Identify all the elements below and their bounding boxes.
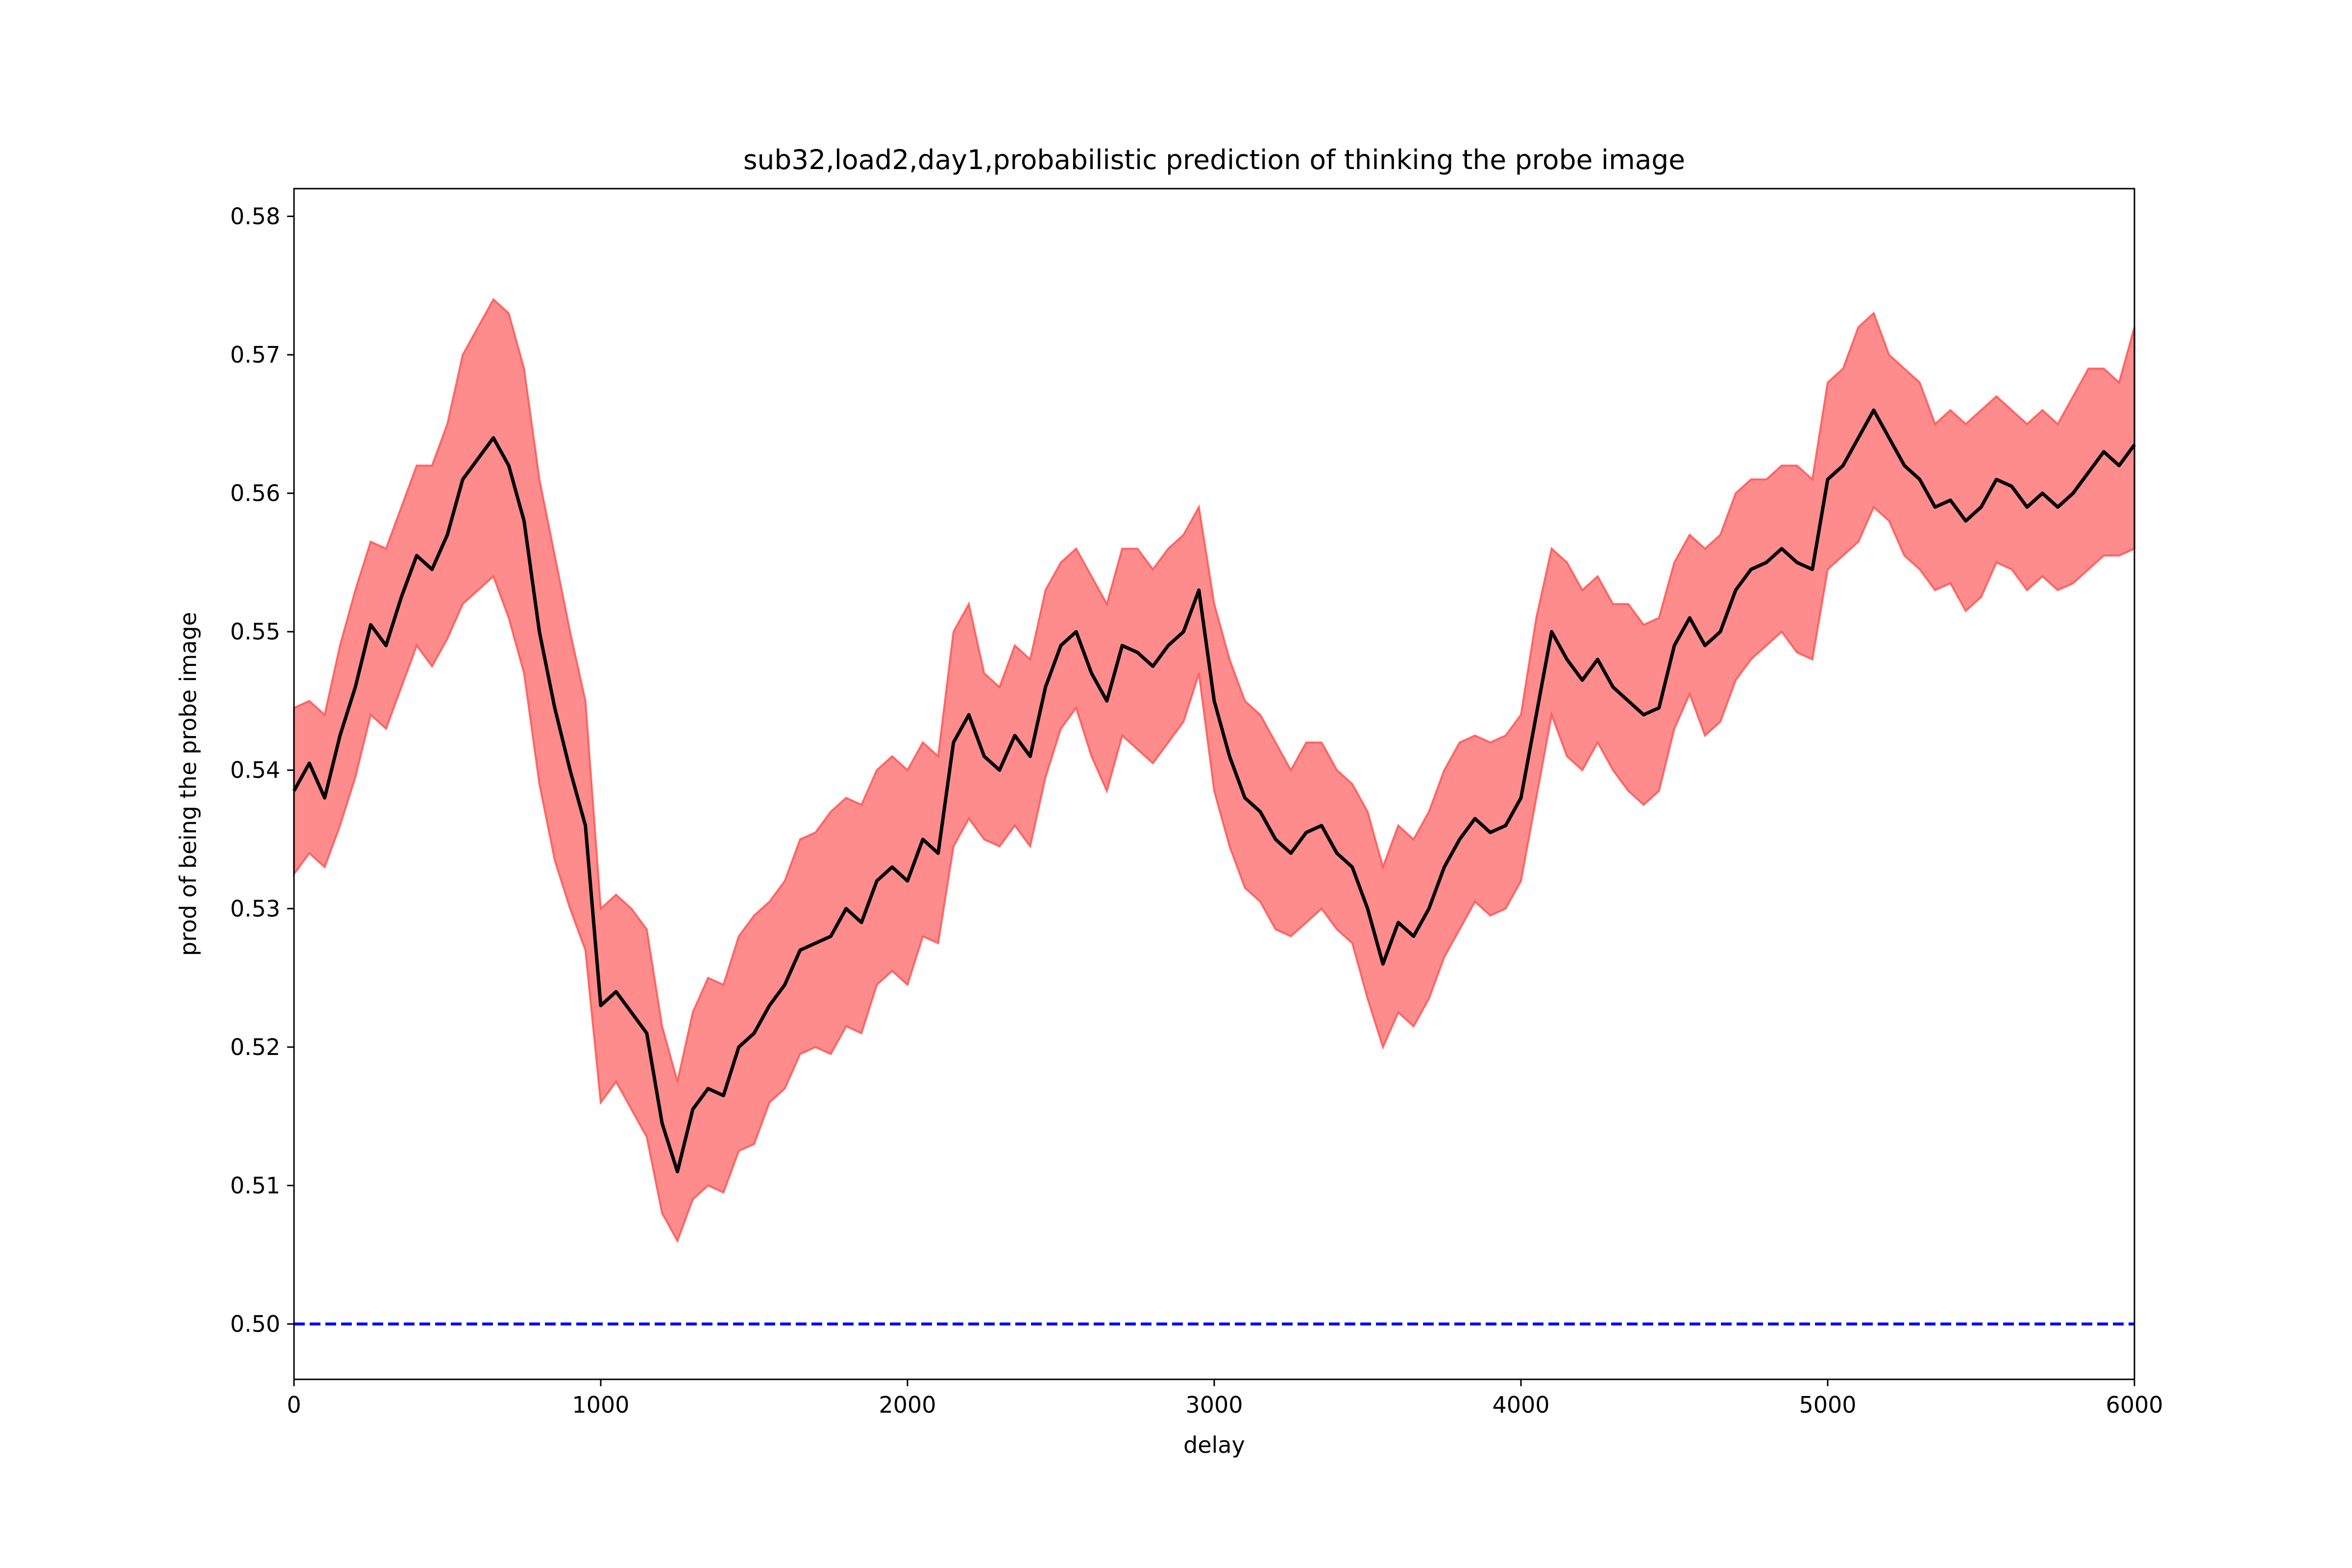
y-tick-label: 0.53 (230, 895, 280, 922)
y-tick-label: 0.55 (230, 618, 280, 645)
y-tick-label: 0.56 (230, 480, 280, 507)
y-axis-ticks: 0.50 0.51 0.52 0.53 0.54 0.55 0.56 0.57 0.58 (230, 203, 294, 1337)
x-tick-label: 3000 (1185, 1392, 1243, 1418)
x-axis-ticks: 0 1000 2000 3000 4000 5000 6000 (287, 1379, 2163, 1418)
chart-title: sub32,load2,day1,probabilistic predictio… (743, 144, 1685, 175)
mean-line (292, 408, 2136, 1174)
y-tick-label: 0.52 (230, 1034, 280, 1060)
x-axis-label: delay (1183, 1432, 1245, 1458)
y-tick-label: 0.54 (230, 757, 280, 784)
y-tick-label: 0.58 (230, 203, 280, 230)
x-tick-label: 1000 (572, 1392, 629, 1418)
y-tick-label: 0.51 (230, 1172, 280, 1199)
y-axis-label: prod of being the probe image (175, 612, 201, 956)
y-tick-label: 0.57 (230, 342, 280, 368)
x-tick-label: 0 (287, 1392, 301, 1418)
x-tick-label: 5000 (1799, 1392, 1856, 1418)
y-tick-label: 0.50 (230, 1311, 280, 1337)
x-tick-label: 6000 (2106, 1392, 2163, 1418)
x-tick-label: 4000 (1492, 1392, 1549, 1418)
x-tick-label: 2000 (879, 1392, 936, 1418)
